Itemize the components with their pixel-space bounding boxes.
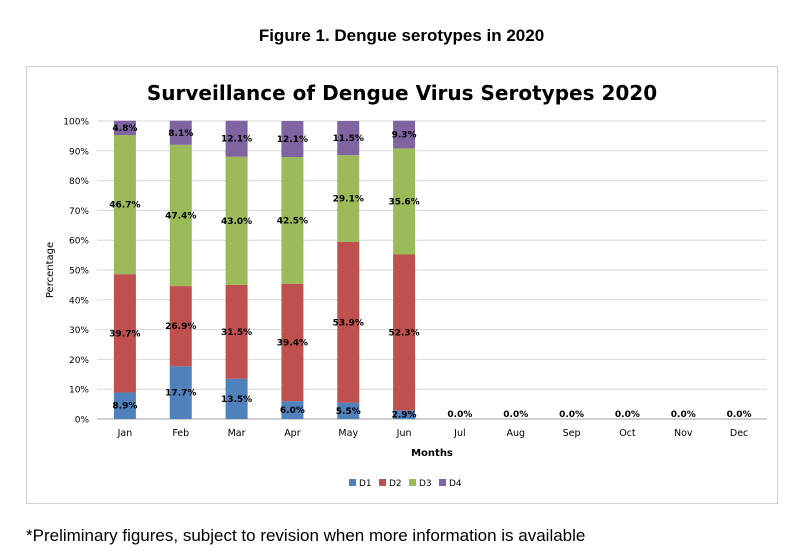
data-label: 13.5% xyxy=(221,395,252,405)
x-tick-label: May xyxy=(338,428,358,439)
data-label: 26.9% xyxy=(165,322,196,332)
bar-d4 xyxy=(113,120,136,136)
bar-d4 xyxy=(169,120,192,145)
x-tick-label: Jun xyxy=(396,428,412,439)
data-label: 31.5% xyxy=(221,328,252,338)
y-tick-label: 40% xyxy=(69,296,89,306)
data-label: 6.0% xyxy=(280,406,305,416)
legend-swatch-d3 xyxy=(409,479,416,486)
bar-d1 xyxy=(113,392,136,419)
y-tick-label: 100% xyxy=(63,118,89,128)
dengue-serotype-chart: Surveillance of Dengue Virus Serotypes 2… xyxy=(45,81,767,489)
legend-label-d2: D2 xyxy=(389,479,402,489)
bar-d4 xyxy=(225,120,248,157)
x-tick-label: Apr xyxy=(284,428,301,439)
bar-d4 xyxy=(337,121,360,156)
x-tick-label: Feb xyxy=(172,428,189,439)
legend-label-d1: D1 xyxy=(359,479,372,489)
data-label: 8.9% xyxy=(112,402,137,412)
x-tick-label: Jan xyxy=(117,428,133,439)
data-label: 46.7% xyxy=(109,201,140,211)
y-tick-label: 90% xyxy=(69,147,89,157)
legend-swatch-d2 xyxy=(379,479,386,486)
x-tick-label: Jul xyxy=(453,428,465,439)
y-tick-label: 10% xyxy=(69,386,89,396)
data-label: 53.9% xyxy=(333,318,364,328)
data-label: 0.0% xyxy=(559,410,584,420)
data-label: 39.4% xyxy=(277,338,308,348)
data-label: 29.1% xyxy=(333,195,364,205)
x-tick-label: Sep xyxy=(563,428,581,439)
bar-d3 xyxy=(281,157,304,284)
legend-label-d3: D3 xyxy=(419,479,432,489)
footnote: *Preliminary figures, subject to revisio… xyxy=(26,526,586,545)
bar-d2 xyxy=(281,283,304,402)
y-tick-label: 0% xyxy=(75,416,90,426)
legend-label-d4: D4 xyxy=(449,479,462,489)
figure-title: Figure 1. Dengue serotypes in 2020 xyxy=(258,26,545,45)
bar-d2 xyxy=(169,286,192,367)
x-tick-label: Oct xyxy=(619,428,636,439)
data-label: 47.4% xyxy=(165,211,196,221)
y-tick-label: 50% xyxy=(69,267,89,277)
data-label: 17.7% xyxy=(165,389,196,399)
y-tick-label: 20% xyxy=(69,356,89,366)
chart-frame: Surveillance of Dengue Virus Serotypes 2… xyxy=(26,66,778,504)
data-label: 52.3% xyxy=(388,328,419,338)
data-label: 42.5% xyxy=(277,216,308,226)
bar-d1 xyxy=(169,366,192,419)
bar-d1 xyxy=(393,410,416,419)
bar-d3 xyxy=(225,156,248,285)
bar-d3 xyxy=(113,135,136,275)
data-label: 0.0% xyxy=(503,410,528,420)
data-label: 0.0% xyxy=(615,410,640,420)
bar-d1 xyxy=(225,378,248,419)
data-label: 12.1% xyxy=(221,135,252,145)
y-tick-label: 70% xyxy=(69,207,89,217)
bar-d2 xyxy=(393,254,416,411)
bar-d3 xyxy=(393,148,416,255)
bar-d1 xyxy=(337,402,360,419)
data-label: 11.5% xyxy=(333,134,364,144)
data-label: 43.0% xyxy=(221,217,252,227)
legend-swatch-d1 xyxy=(349,479,356,486)
y-axis-label: Percentage xyxy=(45,242,56,298)
data-label: 39.7% xyxy=(109,329,140,339)
data-label: 0.0% xyxy=(447,410,472,420)
data-label: 12.1% xyxy=(277,135,308,145)
data-label: 0.0% xyxy=(727,410,752,420)
data-label: 5.5% xyxy=(336,407,361,417)
x-axis-label: Months xyxy=(411,448,453,459)
legend-swatch-d4 xyxy=(439,479,446,486)
bar-d2 xyxy=(225,284,248,379)
data-label: 9.3% xyxy=(392,131,417,141)
chart-title: Surveillance of Dengue Virus Serotypes 2… xyxy=(147,81,657,105)
data-label: 8.1% xyxy=(168,129,193,139)
x-tick-label: Dec xyxy=(730,428,748,439)
bar-d3 xyxy=(169,144,192,287)
y-tick-label: 30% xyxy=(69,326,89,336)
x-tick-label: Aug xyxy=(506,428,525,439)
data-label: 2.9% xyxy=(392,411,417,421)
data-label: 35.6% xyxy=(388,197,419,207)
y-tick-label: 60% xyxy=(69,237,89,247)
data-label: 0.0% xyxy=(671,410,696,420)
bar-d2 xyxy=(113,274,136,393)
bar-d1 xyxy=(281,401,304,419)
bar-d4 xyxy=(393,120,416,149)
bar-d2 xyxy=(337,241,360,403)
y-tick-label: 80% xyxy=(69,177,89,187)
data-label: 4.8% xyxy=(112,124,137,134)
x-tick-label: Nov xyxy=(674,428,693,439)
bar-d3 xyxy=(337,155,360,242)
x-tick-label: Mar xyxy=(228,428,246,439)
bar-d4 xyxy=(281,121,304,158)
